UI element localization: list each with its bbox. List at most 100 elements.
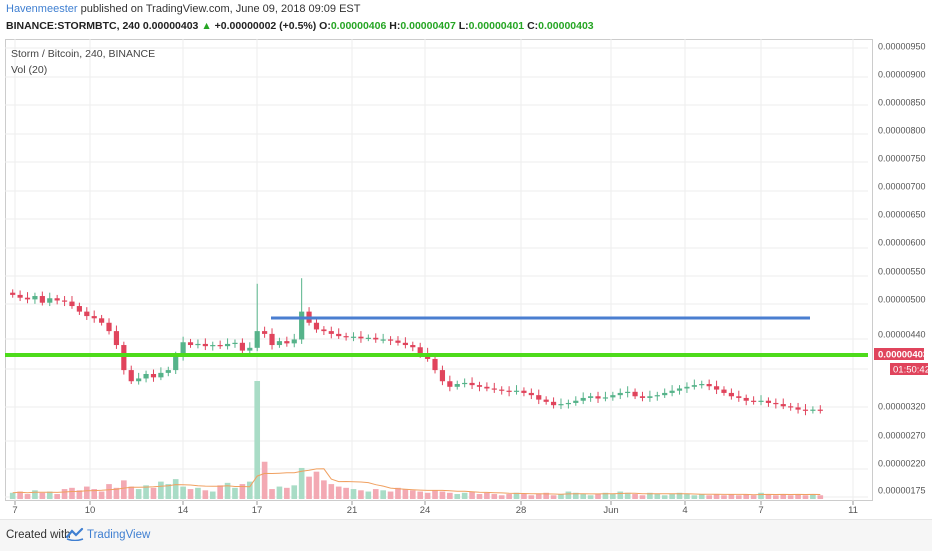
volume-bar	[587, 495, 594, 499]
volume-bar	[476, 494, 483, 499]
volume-bar	[461, 492, 468, 499]
volume-bar	[543, 492, 549, 499]
volume-bar	[372, 489, 379, 499]
created-with-label: Created with	[6, 529, 71, 541]
volume-bar	[284, 487, 290, 499]
candle-body	[321, 329, 327, 332]
candle-body	[580, 397, 586, 401]
candle-body	[454, 384, 460, 387]
time-tick-label: 10	[85, 505, 96, 516]
candle-body	[24, 297, 31, 300]
grid-lines	[5, 39, 868, 501]
volume-bar	[180, 486, 186, 499]
volume-bar	[535, 494, 542, 499]
volume-bar	[143, 485, 149, 499]
tradingview-brand-link[interactable]: TradingView	[87, 529, 151, 541]
volume-bar	[484, 492, 490, 499]
volume-bar	[387, 491, 394, 499]
candle-body	[254, 331, 260, 348]
price-tick-label: 0.00000700	[878, 182, 926, 192]
candle-body	[47, 298, 53, 303]
candle-body	[595, 396, 601, 399]
candle-body	[32, 296, 38, 300]
candle-body	[484, 386, 490, 389]
chart-frame[interactable]: Storm / Bitcoin, 240, BINANCE Vol (20)	[5, 39, 873, 501]
volume-bar	[565, 491, 572, 499]
volume-bar	[713, 494, 720, 499]
volume-bar	[795, 494, 801, 499]
candle-body	[262, 331, 268, 334]
volume-bar	[150, 487, 157, 499]
volume-bar	[602, 492, 609, 499]
candle-body	[706, 384, 712, 387]
candle-body	[121, 345, 127, 371]
volume-bar	[135, 489, 142, 499]
volume-bar	[758, 492, 764, 499]
volume-bar	[647, 492, 653, 499]
volume-bar	[9, 492, 16, 499]
volume-bar	[424, 492, 431, 499]
candle-body	[528, 392, 534, 396]
price-tick-label: 0.00000440	[878, 330, 926, 340]
price-chart[interactable]: Storm / Bitcoin, 240, BINANCE Vol (20)	[5, 39, 873, 501]
candle-body	[625, 391, 631, 394]
tradingview-logo-icon[interactable]	[66, 527, 84, 541]
volume-bar	[291, 485, 298, 499]
open-label: O:	[319, 20, 331, 32]
volume-bar	[39, 492, 46, 499]
volume-bar	[780, 494, 787, 499]
candle-body	[173, 356, 179, 371]
volume-bar	[469, 491, 475, 499]
volume-bar	[787, 495, 794, 499]
volume-bar	[224, 482, 231, 499]
volume-bar	[698, 494, 705, 499]
volume-bar	[513, 492, 520, 499]
candle-body	[758, 400, 764, 402]
candle-body	[136, 378, 142, 382]
candle-body	[462, 382, 468, 385]
time-tick-label: 28	[516, 505, 527, 516]
volume-bar	[817, 495, 824, 499]
close-label: C:	[527, 20, 539, 32]
volume-bar	[669, 494, 675, 499]
author-link[interactable]: Havenmeester	[6, 3, 78, 15]
volume-ma-line	[12, 468, 821, 496]
candle-body	[380, 339, 386, 341]
volume-bar	[676, 492, 683, 499]
publish-header: Havenmeester published on TradingView.co…	[6, 3, 361, 15]
price-tick-label: 0.00000750	[878, 154, 926, 164]
volume-bar	[209, 491, 216, 499]
candle-body	[195, 343, 201, 346]
candle-body	[632, 391, 638, 397]
candle-body	[358, 336, 364, 339]
candle-body	[506, 390, 512, 392]
volume-bar	[447, 492, 453, 499]
volume-bar	[98, 491, 105, 499]
candle-body	[224, 343, 231, 347]
volume-bar	[128, 486, 135, 499]
time-axis: 7 10 14 17 21 24 28 Jun 4 7 11	[12, 501, 858, 516]
volume-bar	[550, 495, 557, 499]
volume-bar	[269, 489, 275, 499]
price-tick-label: 0.00000650	[878, 210, 926, 220]
volume-bar	[306, 476, 312, 499]
volume-bar	[439, 491, 446, 499]
time-tick-label: 14	[178, 505, 189, 516]
candle-body	[491, 388, 497, 390]
volume-bar	[632, 494, 638, 499]
volume-bar	[46, 491, 53, 499]
countdown-label: 01:50:42	[893, 365, 930, 376]
candle-body	[39, 296, 45, 303]
candle-body	[269, 333, 275, 346]
candle-body	[17, 294, 23, 298]
volume-bar	[54, 494, 60, 499]
volume-bar	[506, 494, 512, 499]
volume-bar	[639, 495, 646, 499]
candle-body	[810, 409, 816, 411]
volume-bar	[158, 481, 164, 499]
candle-body	[276, 341, 283, 346]
volume-bar	[239, 484, 246, 499]
candle-body	[780, 404, 786, 407]
close-value: 0.00000403	[538, 20, 594, 32]
volume-bar	[432, 490, 438, 499]
